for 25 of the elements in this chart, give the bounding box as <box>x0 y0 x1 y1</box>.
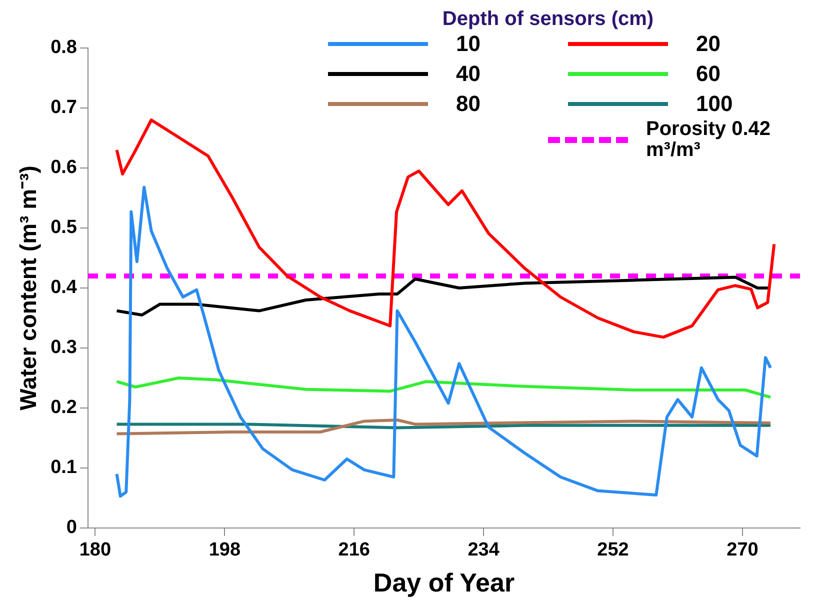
y-tick-label: 0.3 <box>50 337 78 358</box>
x-tick-label: 270 <box>726 540 758 561</box>
x-tick-label: 234 <box>468 540 500 561</box>
legend-label: 40 <box>456 61 480 87</box>
x-axis-title: Day of Year <box>373 568 515 598</box>
x-tick-label: 252 <box>597 540 629 561</box>
y-tick-label: 0 <box>66 517 78 538</box>
x-tick-label: 198 <box>208 540 241 561</box>
y-tick-label: 0.1 <box>50 457 78 478</box>
x-tick-label: 216 <box>338 540 370 561</box>
y-tick-label: 0.7 <box>50 97 78 118</box>
legend-label: 80 <box>456 91 480 117</box>
legend-title: Depth of sensors (cm) <box>441 8 655 31</box>
x-tick-label: 180 <box>79 540 112 561</box>
y-axis-title: Water content (m³ m⁻³) <box>15 166 42 410</box>
legend-label: 20 <box>696 31 720 57</box>
y-tick-label: 0.6 <box>50 157 78 178</box>
y-tick-label: 0.2 <box>50 397 78 418</box>
y-tick-label: 0.4 <box>50 277 78 298</box>
y-tick-label: 0.8 <box>50 37 78 58</box>
legend-label: Porosity 0.42 m³/m³ <box>646 118 772 161</box>
legend-label: 100 <box>696 91 733 117</box>
y-tick-label: 0.5 <box>50 217 78 238</box>
legend-label: 10 <box>456 31 480 57</box>
legend-label: 60 <box>696 61 720 87</box>
